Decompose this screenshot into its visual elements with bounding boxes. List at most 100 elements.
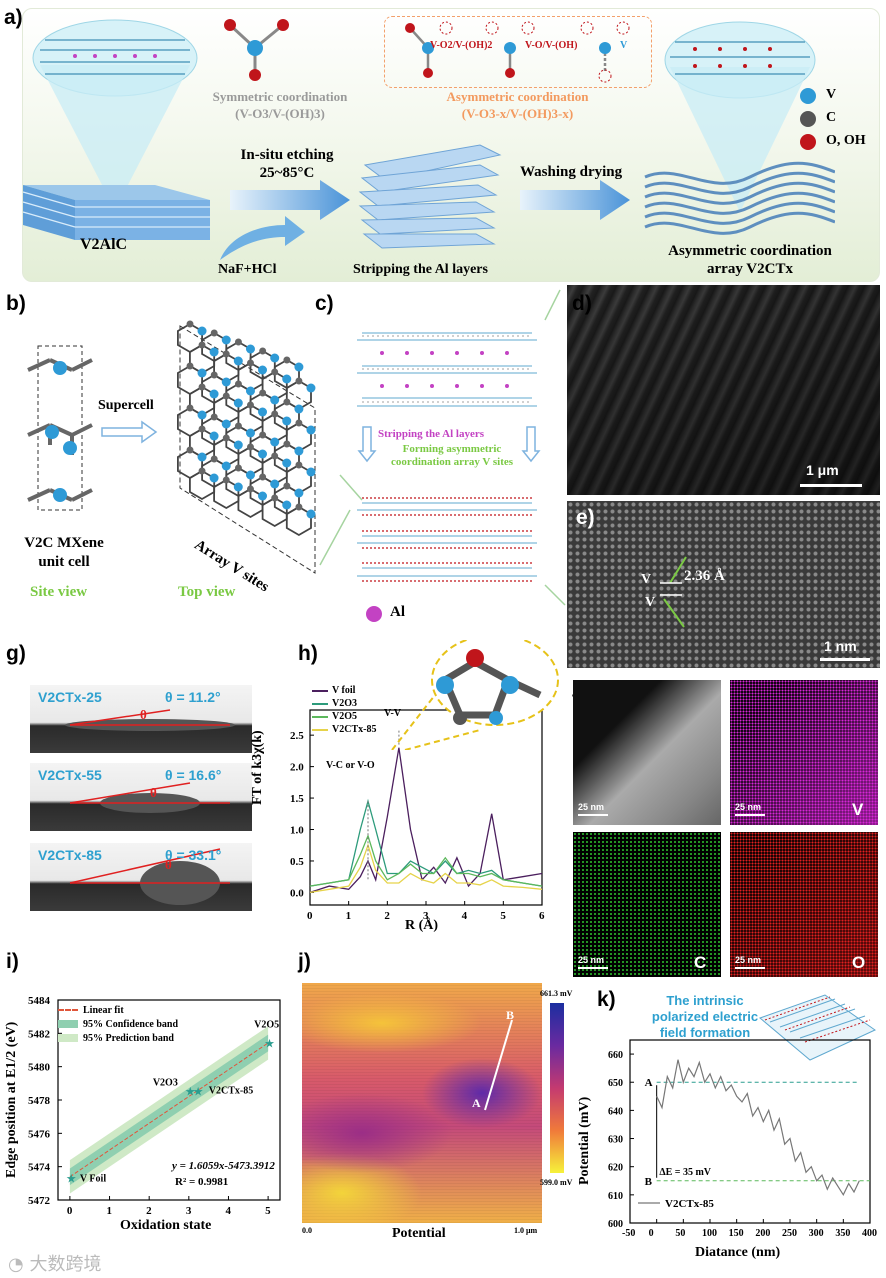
legend-label: V2CTx-85: [665, 1198, 714, 1210]
y-tick-label: 660: [608, 1050, 623, 1061]
lattice-v-atom: [270, 353, 280, 363]
lattice-v-atom: [209, 473, 219, 483]
x-tick-label: 4: [462, 910, 468, 922]
supercell-label: Supercell: [98, 398, 154, 413]
series-line: [309, 798, 543, 887]
lattice-v-atom: [258, 407, 268, 417]
legend-v: V: [826, 87, 837, 102]
unit-cell-graphic: [27, 345, 93, 511]
lattice-v-label-2: V: [645, 595, 656, 610]
panel-label-b: b): [6, 292, 26, 315]
panel-a: a) Symmetric coordination (V-O3/V-(OH)3): [0, 0, 886, 285]
lattice-v-atom: [233, 440, 243, 450]
atom-legend-icons: [800, 88, 816, 150]
y-tick-label: 610: [608, 1191, 623, 1202]
lattice-c-atom: [210, 455, 218, 463]
lattice-c-atom: [222, 392, 230, 400]
y-tick-label: 0.0: [290, 887, 304, 899]
ref-label-a: A: [645, 1077, 653, 1089]
x-tick-label: 3: [423, 910, 429, 922]
legend-swatch: [312, 702, 328, 705]
step-etching-temp: 25~85°C: [259, 165, 315, 181]
x-tick-label: 3: [186, 1205, 192, 1217]
y-tick-label: 1.5: [290, 793, 304, 805]
panel-c-connector-lines: [319, 289, 566, 606]
watermark-text: 大数跨境: [29, 1254, 102, 1275]
x-tick-label: 2: [384, 910, 390, 922]
legend-swatch: [58, 1020, 78, 1028]
lattice-v-atom: [258, 491, 268, 501]
contact-angle-value: θ = 16.6°: [165, 767, 222, 783]
lattice-c-atom: [198, 467, 206, 475]
lattice-v-atom: [209, 431, 219, 441]
lattice-c-atom: [234, 380, 242, 388]
lattice-c-atom: [222, 350, 230, 358]
y-tick-label: 630: [608, 1135, 623, 1146]
sample-name: V2CTx-85: [38, 847, 102, 863]
haadf-image: [573, 680, 721, 825]
kpfm-point-a: A: [472, 1096, 481, 1110]
sem-image: [567, 285, 880, 495]
x-tick-label: 2: [146, 1205, 152, 1217]
lattice-v-atom: [197, 368, 207, 378]
lattice-c-atom: [234, 422, 242, 430]
lattice-c-atom: [234, 464, 242, 472]
lattice-c-atom: [283, 440, 291, 448]
plot-frame: [629, 1039, 871, 1224]
step-etching-text: In-situ etching: [240, 147, 334, 163]
lattice-c-atom: [283, 398, 291, 406]
top-view-label: Top view: [178, 584, 236, 600]
sample-name: V2CTx-25: [38, 689, 102, 705]
exafs-xlabel: R (Å): [405, 918, 439, 933]
al-layers-crystal-graphic: [357, 332, 537, 407]
asymmetric-coord-label: Asymmetric coordination: [446, 89, 589, 104]
lattice-spacing-arrows: [660, 556, 687, 628]
ligand-label-1: V-O2/V-(OH)2: [430, 40, 493, 51]
y-tick-label: 640: [608, 1106, 623, 1117]
lattice-c-atom: [246, 443, 254, 451]
kpfm-min: 599.0 mV: [540, 1178, 573, 1187]
exafs-vc-label: V-C or V-O: [326, 760, 375, 771]
lattice-v-atom: [197, 452, 207, 462]
legend-label: V2O3: [332, 698, 357, 709]
element-label-o: O: [852, 953, 866, 972]
x-tick-label: 50: [675, 1228, 685, 1239]
edge-xlabel: Oxidation state: [120, 1218, 212, 1233]
x-tick-label: 5: [500, 910, 506, 922]
data-point: ★: [185, 1085, 196, 1099]
point-label: V2CTx-85: [209, 1086, 253, 1097]
y-tick-label: 5472: [28, 1195, 51, 1207]
droplet-graphic: [69, 848, 230, 905]
x-tick-label: -50: [622, 1228, 635, 1239]
lattice-v-atom: [294, 362, 304, 372]
stripping-stack-graphic: [358, 144, 502, 249]
contact-angle-image: [30, 685, 252, 753]
lattice-c-atom: [186, 362, 194, 370]
legend-item: 95% Prediction band: [58, 1031, 178, 1045]
x-tick-label: 5: [265, 1205, 271, 1217]
lattice-c-atom: [295, 377, 303, 385]
lattice-v-atom: [245, 386, 255, 396]
lattice-c-atom: [259, 389, 267, 397]
series-line: [656, 1059, 860, 1197]
legend-label: 95% Confidence band: [83, 1018, 179, 1030]
lattice-c-atom: [271, 410, 279, 418]
y-tick-label: 5476: [28, 1128, 51, 1140]
kpfm-line-profile: [484, 1019, 513, 1111]
legend-swatch: [312, 715, 328, 718]
kpfm-xlabel: Potential: [392, 1226, 446, 1241]
data-point: ★: [66, 1171, 77, 1185]
scale-bar-d: [800, 484, 862, 487]
element-label-v: V: [852, 800, 864, 819]
lattice-c-atom: [271, 368, 279, 376]
watermark-logo-icon: ◔: [8, 1254, 24, 1275]
legend-label: V2O5: [332, 711, 357, 722]
unit-cell-label-2: unit cell: [38, 554, 90, 570]
x-tick-label: 200: [755, 1228, 770, 1239]
point-label: V2O5: [254, 1019, 279, 1030]
contact-angle-value: θ = 33.1°: [165, 847, 222, 863]
lattice-c-atom: [246, 401, 254, 409]
process-arrows: [220, 180, 630, 260]
ref-label-b: B: [645, 1176, 653, 1188]
